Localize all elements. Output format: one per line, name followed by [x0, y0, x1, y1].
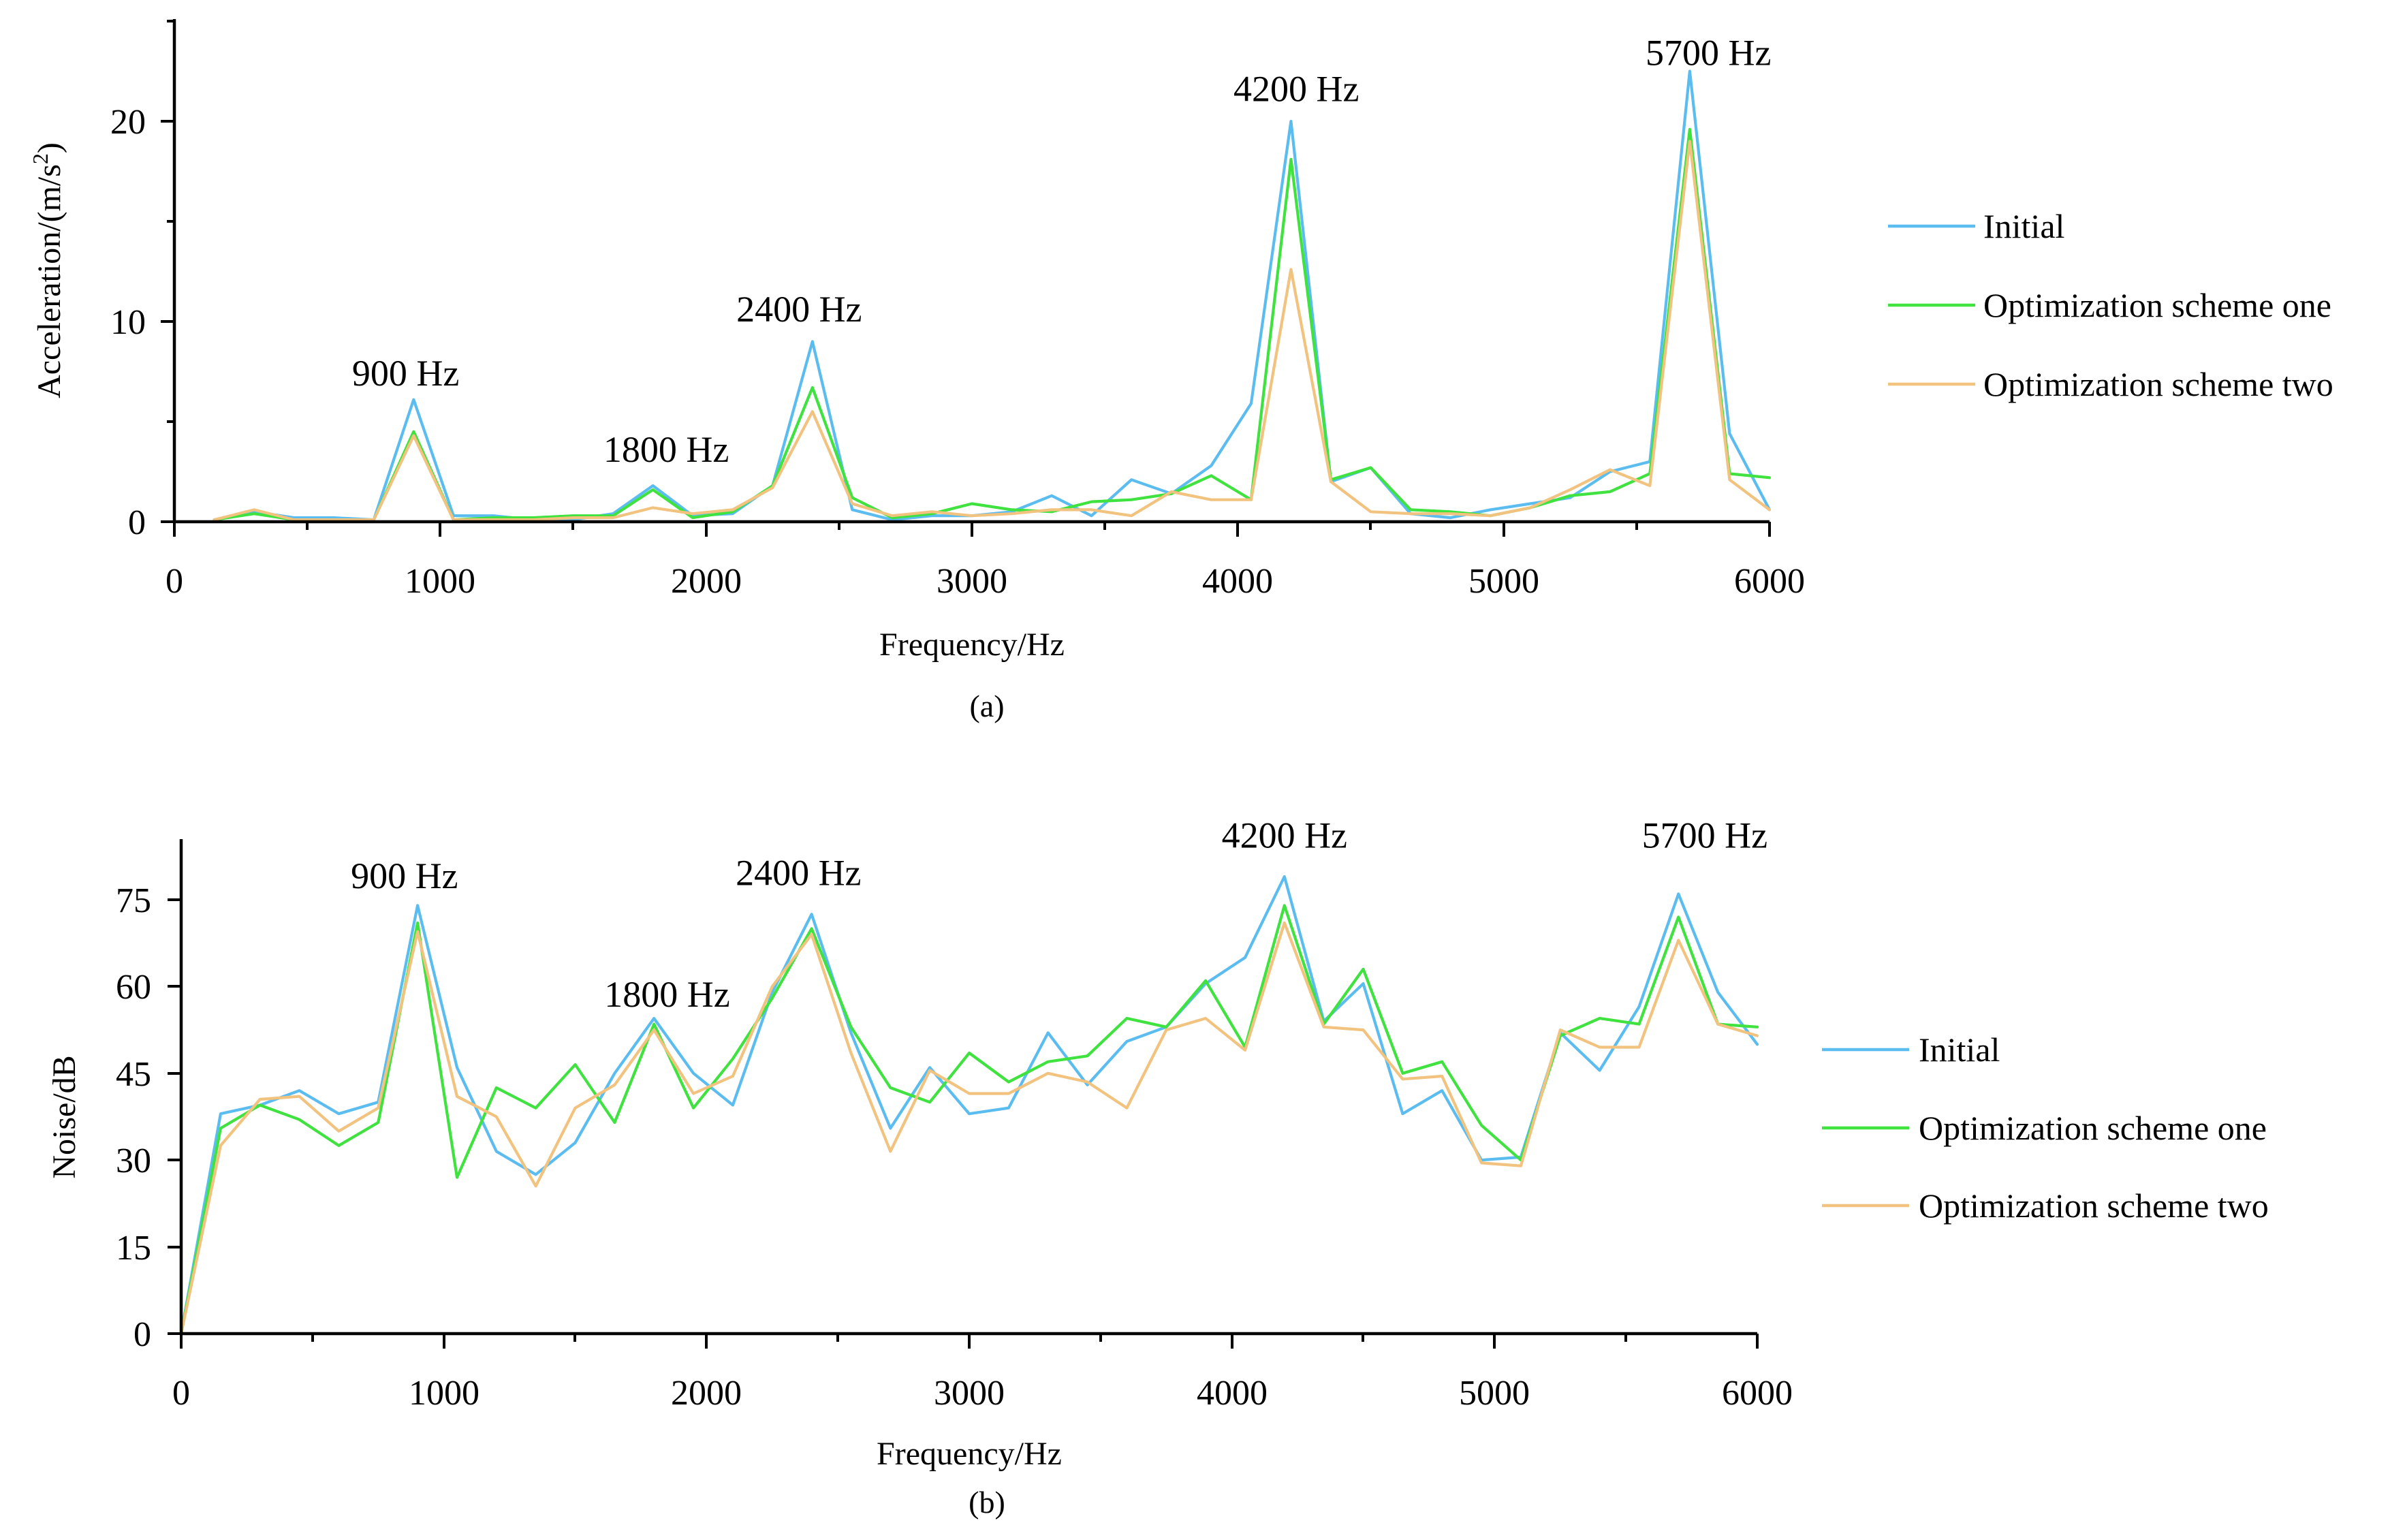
panel-a-legend: Initial Optimization scheme one Optimiza…	[1888, 207, 2333, 403]
panel-b-x-axis-title: Frequency/Hz	[877, 1436, 1062, 1472]
panel-b-plot-area	[179, 875, 1759, 1336]
annotation-2400-hz: 2400 Hz	[736, 853, 861, 894]
panel-a-caption: (a)	[969, 689, 1004, 723]
panel-a-y-ticks	[161, 20, 174, 523]
panel-b-y-axis-title: Noise/dB	[46, 1055, 82, 1178]
panel-b-y-tick-labels: 0 15 30 45 60 75	[116, 881, 151, 1354]
y-tick-label: 10	[110, 303, 146, 342]
x-tick-label: 2000	[671, 562, 742, 601]
panel-b-y-ticks	[168, 898, 181, 1335]
annotation-4200-hz: 4200 Hz	[1222, 815, 1347, 856]
panel-a-plot-area	[213, 69, 1772, 522]
panel-a-x-axis-title: Frequency/Hz	[879, 627, 1065, 663]
panel-b-annotations: 900 Hz 1800 Hz 2400 Hz 4200 Hz 5700 Hz	[351, 815, 1767, 1016]
panel-a-y-tick-labels: 0 10 20	[110, 103, 146, 542]
x-tick-label: 0	[166, 562, 183, 601]
y-tick-label: 15	[116, 1229, 151, 1268]
x-tick-label: 4000	[1202, 562, 1273, 601]
x-tick-label: 1000	[409, 1374, 479, 1413]
x-tick-label: 5000	[1459, 1374, 1530, 1413]
x-tick-label: 3000	[937, 562, 1007, 601]
panel-b-caption: (b)	[969, 1485, 1005, 1520]
annotation-2400-hz: 2400 Hz	[736, 289, 862, 330]
legend-label-scheme-two: Optimization scheme two	[1983, 365, 2333, 403]
annotation-4200-hz: 4200 Hz	[1233, 69, 1359, 110]
x-tick-label: 6000	[1734, 562, 1805, 601]
annotation-900-hz: 900 Hz	[351, 855, 458, 896]
series-line-scheme-one	[213, 127, 1772, 522]
panel-a-annotations: 900 Hz 1800 Hz 2400 Hz 4200 Hz 5700 Hz	[352, 33, 1772, 470]
y-tick-label: 0	[128, 503, 146, 542]
x-tick-label: 3000	[934, 1374, 1005, 1413]
series-line-initial	[179, 875, 1759, 1336]
series-line-initial	[213, 69, 1772, 522]
legend-label-scheme-one: Optimization scheme one	[1983, 286, 2331, 324]
annotation-1800-hz: 1800 Hz	[603, 429, 729, 470]
panel-a: 0 1000 2000 3000 4000 5000 6000 0 10 20 …	[28, 19, 2333, 723]
legend-label-initial: Initial	[1983, 207, 2064, 245]
legend-label-scheme-one: Optimization scheme one	[1919, 1109, 2267, 1147]
y-tick-label: 20	[110, 103, 146, 142]
panel-a-x-ticks	[173, 522, 1771, 537]
y-tick-label: 75	[116, 881, 151, 920]
y-title-end: )	[31, 142, 67, 153]
x-tick-label: 4000	[1197, 1374, 1268, 1413]
x-tick-label: 0	[172, 1374, 190, 1413]
series-line-scheme-two	[213, 140, 1772, 522]
annotation-900-hz: 900 Hz	[352, 353, 459, 394]
y-tick-label: 45	[116, 1055, 151, 1094]
y-title-main: Acceleration/(m/s	[31, 164, 67, 398]
y-tick-label: 0	[133, 1315, 151, 1354]
annotation-5700-hz: 5700 Hz	[1642, 815, 1767, 856]
x-tick-label: 2000	[671, 1374, 742, 1413]
legend-label-scheme-two: Optimization scheme two	[1919, 1187, 2269, 1225]
x-tick-label: 1000	[405, 562, 475, 601]
annotation-5700-hz: 5700 Hz	[1646, 33, 1771, 74]
annotation-1800-hz: 1800 Hz	[604, 974, 729, 1015]
legend-label-initial: Initial	[1919, 1031, 2000, 1069]
panel-b-legend: Initial Optimization scheme one Optimiza…	[1822, 1031, 2269, 1225]
y-title-superscript: 2	[28, 153, 52, 164]
x-tick-label: 6000	[1722, 1374, 1793, 1413]
x-tick-label: 5000	[1468, 562, 1539, 601]
panel-b: 0 1000 2000 3000 4000 5000 6000 0 15 30 …	[46, 815, 2269, 1520]
series-line-scheme-two	[179, 921, 1759, 1336]
y-tick-label: 30	[116, 1142, 151, 1180]
panel-a-y-axis-title: Acceleration/(m/s2)	[28, 142, 67, 398]
series-line-scheme-one	[179, 904, 1759, 1336]
panel-b-x-tick-labels: 0 1000 2000 3000 4000 5000 6000	[172, 1374, 1793, 1413]
panel-a-x-tick-labels: 0 1000 2000 3000 4000 5000 6000	[166, 562, 1805, 601]
y-tick-label: 60	[116, 968, 151, 1007]
panel-b-x-ticks	[180, 1334, 1759, 1349]
